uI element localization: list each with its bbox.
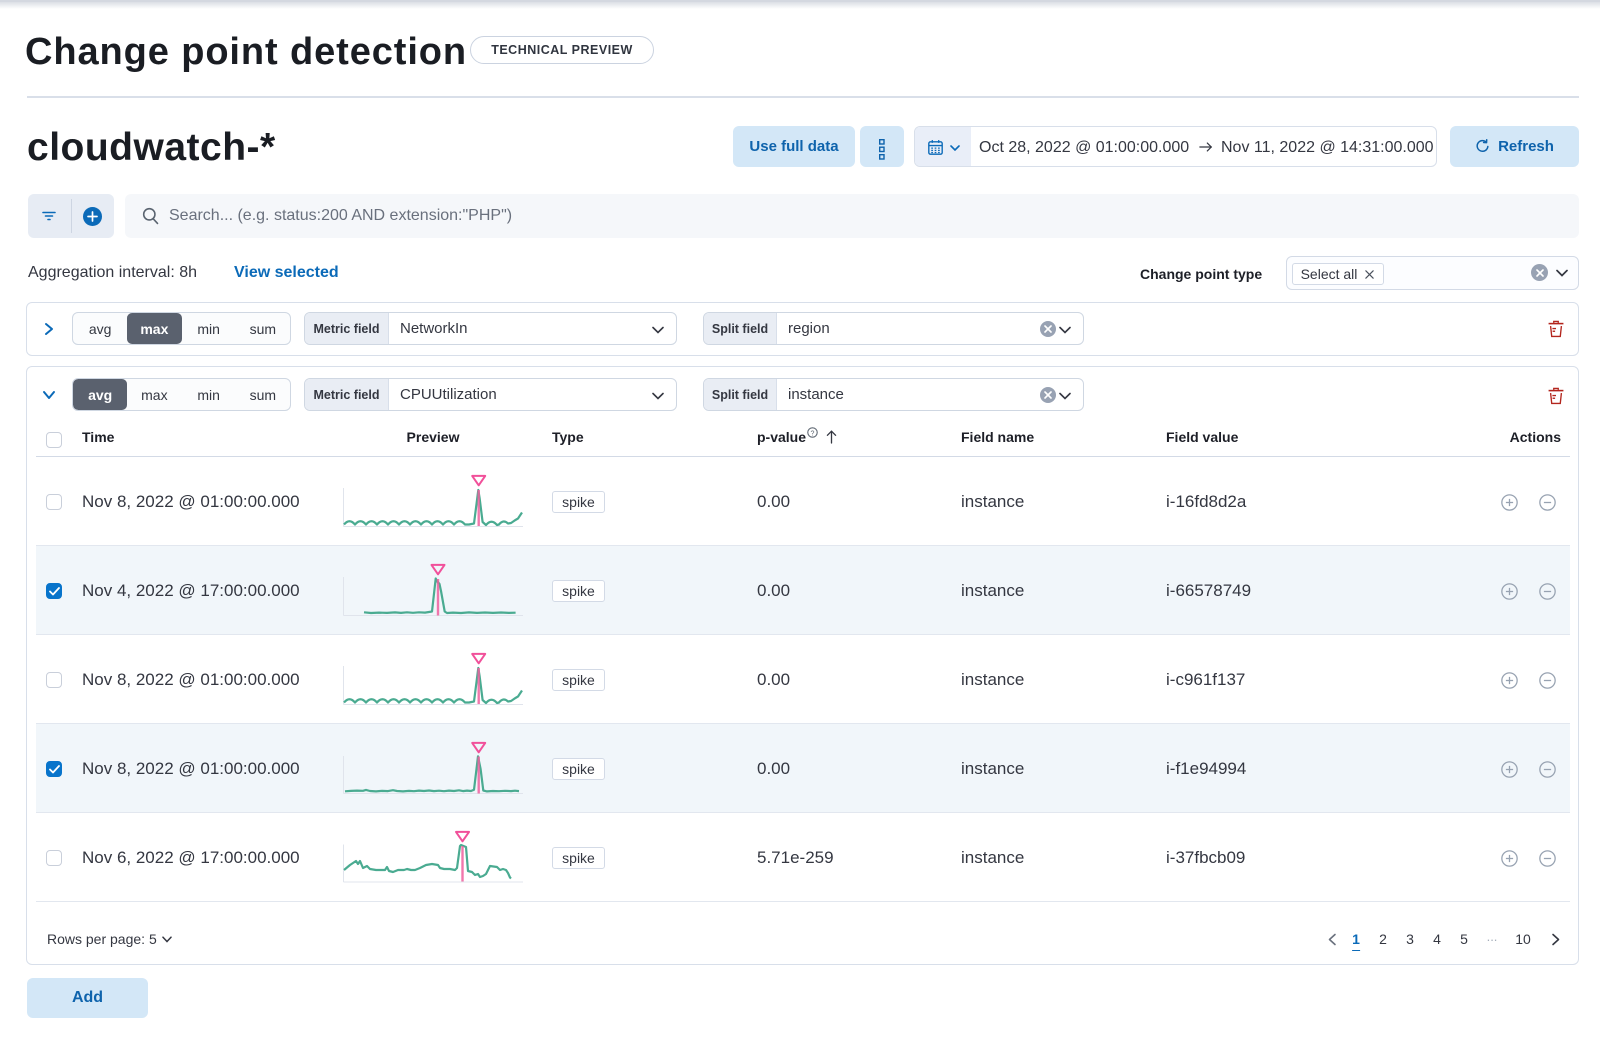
svg-text:?: ? xyxy=(811,430,815,437)
